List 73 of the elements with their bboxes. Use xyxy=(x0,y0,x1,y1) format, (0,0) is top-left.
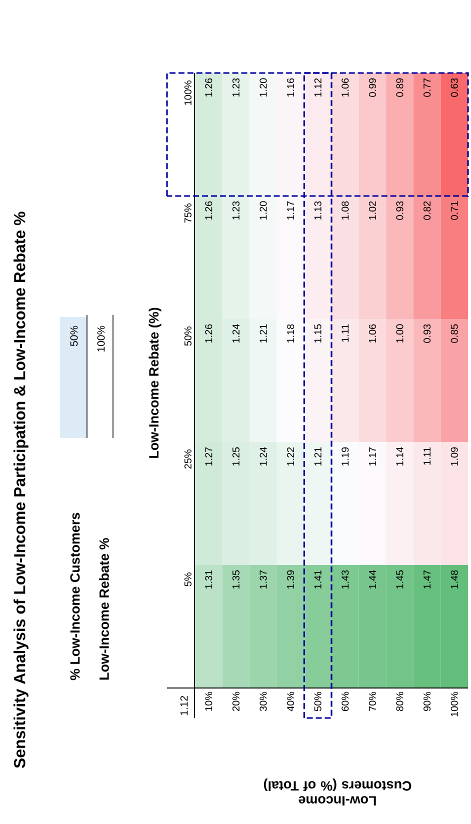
data-label: 1.23 xyxy=(232,78,240,97)
x-tick-label: 70% xyxy=(368,692,376,711)
data-label: 1.45 xyxy=(396,570,404,589)
data-label: 1.37 xyxy=(260,570,267,589)
data-label: 1.26 xyxy=(205,324,212,343)
x-tick-label: 60% xyxy=(342,692,349,711)
x-tick-label: 40% xyxy=(287,692,294,712)
data-label: 1.06 xyxy=(368,324,376,343)
data-label: 1.00 xyxy=(396,324,404,343)
data-label: 1.47 xyxy=(424,570,430,589)
text: % Low-Income Customers xyxy=(70,512,80,680)
data-label: 1.18 xyxy=(287,324,294,343)
data-label: 1.06 xyxy=(342,78,349,97)
data-label: 1.12 xyxy=(314,78,322,97)
data-label: 1.13 xyxy=(314,201,322,220)
data-label: 1.41 xyxy=(314,570,322,589)
y-axis-title: Low-Income Rebate (%) xyxy=(148,308,162,458)
y-tick-label: 50% xyxy=(184,326,192,346)
data-label: 1.43 xyxy=(342,570,349,589)
x-tick-label: 90% xyxy=(424,692,431,711)
data-label: 1.26 xyxy=(205,78,212,97)
data-label: 1.09 xyxy=(450,447,458,466)
y-tick-label: 100% xyxy=(184,80,192,105)
y-tick-label: 25% xyxy=(184,450,192,469)
text: Sensitivity Analysis of Low-Income Participation & Low-Income Rebate % xyxy=(14,212,28,768)
data-label: 1.21 xyxy=(314,447,322,466)
data-label: 1.31 xyxy=(205,570,212,589)
data-label: 1.23 xyxy=(232,201,240,220)
x-tick-label: 30% xyxy=(260,692,267,712)
data-label: 1.24 xyxy=(232,324,240,343)
data-label: 1.17 xyxy=(287,201,294,220)
data-label: 0.93 xyxy=(396,201,404,220)
data-label: 1.15 xyxy=(314,324,322,343)
data-label: 0.71 xyxy=(450,201,458,220)
text: 50% xyxy=(70,326,78,346)
x-tick-label: 10% xyxy=(205,692,212,711)
data-label: 1.14 xyxy=(396,447,404,466)
annotation: 1.12 xyxy=(180,696,188,716)
x-tick-label: 50% xyxy=(314,692,322,712)
data-label: 1.20 xyxy=(260,78,267,97)
x-tick-label: 80% xyxy=(396,692,404,712)
data-label: 0.77 xyxy=(424,78,431,97)
x-tick-label: 100% xyxy=(450,692,458,716)
data-label: 1.48 xyxy=(450,570,458,589)
data-label: 1.39 xyxy=(287,570,294,589)
data-label: 0.89 xyxy=(396,78,404,97)
data-label: 0.93 xyxy=(424,324,431,343)
data-label: 1.35 xyxy=(232,570,240,589)
data-label: 1.44 xyxy=(369,570,376,589)
data-label: 1.20 xyxy=(260,201,267,220)
data-label: 1.19 xyxy=(342,447,349,466)
data-label: 0.63 xyxy=(450,78,458,97)
y-tick-label: 5% xyxy=(184,572,192,586)
data-label: 1.08 xyxy=(342,201,349,220)
data-label: 1.27 xyxy=(205,447,212,466)
data-label: 1.21 xyxy=(260,324,267,343)
text: Low-Income Rebate % xyxy=(99,538,109,680)
data-label: 1.17 xyxy=(369,447,376,466)
text: 100% xyxy=(97,326,105,352)
data-label: 1.26 xyxy=(205,201,212,220)
data-label: 0.99 xyxy=(368,78,376,97)
data-label: 0.82 xyxy=(424,201,431,220)
data-label: 0.85 xyxy=(450,324,458,343)
data-label: 1.11 xyxy=(424,447,430,465)
x-tick-label: 20% xyxy=(232,692,240,711)
data-label: 1.24 xyxy=(260,447,267,466)
data-label: 1.02 xyxy=(368,201,376,220)
data-label: 1.16 xyxy=(287,78,294,97)
data-label: 1.22 xyxy=(287,447,294,466)
data-label: 1.25 xyxy=(232,447,240,466)
x-axis-title: Low-Income Customers (% of Total) xyxy=(264,778,412,806)
y-tick-label: 75% xyxy=(184,204,192,223)
data-label: 1.11 xyxy=(342,324,349,342)
